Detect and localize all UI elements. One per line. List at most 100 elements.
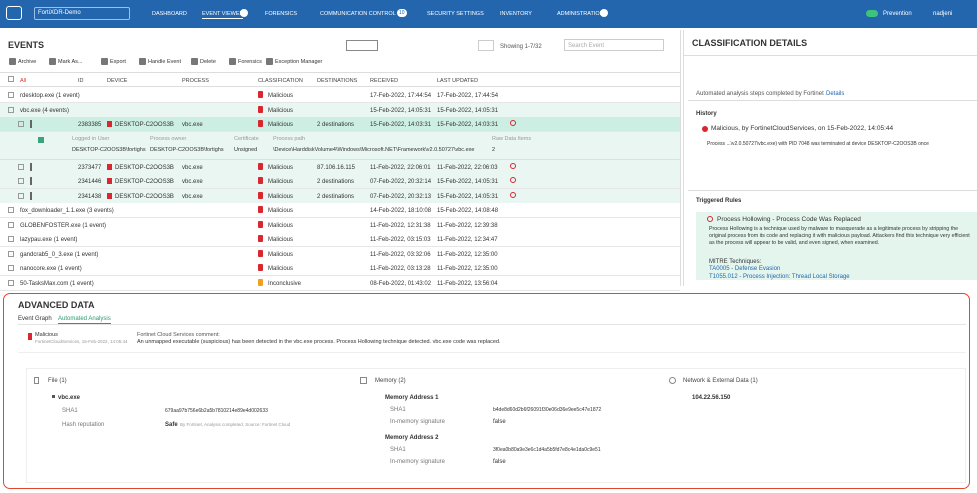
toolbar-button[interactable]: Export xyxy=(110,59,126,65)
detail-label: Process path xyxy=(273,135,306,142)
row-check[interactable] xyxy=(8,92,14,98)
row-check[interactable] xyxy=(8,106,14,113)
column-header[interactable]: CLASSIFICATION xyxy=(258,78,303,84)
column-header[interactable]: LAST UPDATED xyxy=(437,78,479,84)
verdict-icon xyxy=(28,333,32,340)
row-check[interactable] xyxy=(8,250,14,257)
event-row[interactable] xyxy=(0,232,680,247)
row-check[interactable] xyxy=(18,178,24,184)
pager[interactable] xyxy=(478,40,494,51)
sha1-label: SHA1 xyxy=(390,447,406,453)
expand-icon xyxy=(38,136,44,143)
device: DESKTOP-C2OOS3B xyxy=(115,122,174,128)
row-check[interactable] xyxy=(8,207,14,213)
search-box[interactable] xyxy=(564,39,664,51)
divider xyxy=(18,324,966,325)
toolbar-button[interactable]: Mark As... xyxy=(58,59,83,65)
malicious-icon xyxy=(258,105,263,113)
tab[interactable]: Event Graph xyxy=(18,316,52,322)
badge xyxy=(600,9,608,17)
nav-item[interactable]: DASHBOARD xyxy=(152,11,187,17)
toggle[interactable] xyxy=(866,10,878,17)
malicious-icon xyxy=(258,220,263,228)
details-link[interactable]: Details xyxy=(826,91,845,97)
received: 07-Feb-2022, 20:32:14 xyxy=(370,179,432,185)
column-header[interactable]: All xyxy=(20,78,27,84)
classification: Malicious xyxy=(268,107,294,114)
detail-value: \Device\HarddiskVolume4\Windows\Microsof… xyxy=(273,146,475,153)
tool-icon xyxy=(266,58,273,65)
toolbar-button[interactable]: Forensics xyxy=(238,59,262,65)
flag xyxy=(30,162,32,171)
malicious-icon xyxy=(258,206,263,213)
toolbar-button[interactable]: Handle Event xyxy=(148,59,182,65)
column-header[interactable]: RECEIVED xyxy=(370,78,399,84)
classification: Inconclusive xyxy=(268,280,302,287)
nav-item[interactable]: EVENT VIEWER xyxy=(202,11,244,19)
rule-box xyxy=(696,212,977,280)
file-title: File (1) xyxy=(48,378,67,384)
detail-value: DESKTOP-C2OOS3B\fortighs xyxy=(150,146,224,153)
last-updated: 11-Feb-2022, 12:35:00 xyxy=(437,266,498,272)
row-check[interactable] xyxy=(8,279,14,286)
event-row[interactable] xyxy=(0,261,680,276)
row-check[interactable] xyxy=(8,236,14,242)
nav-item[interactable]: SECURITY SETTINGS xyxy=(427,11,484,17)
logo xyxy=(6,6,22,20)
classification: Malicious xyxy=(268,179,294,185)
classification: Malicious xyxy=(268,93,294,99)
divider xyxy=(683,55,977,56)
mode[interactable]: Prevention xyxy=(883,11,912,17)
mitre-link[interactable]: T1055.012 - Process Injection: Thread Lo… xyxy=(709,273,850,280)
network-title: Network & External Data (1) xyxy=(683,378,758,384)
mitre-link[interactable]: TA0005 - Defense Evasion xyxy=(709,266,781,272)
toolbar-button[interactable]: Delete xyxy=(200,59,216,65)
rep: Safe xyxy=(165,422,178,428)
last-updated: 15-Feb-2022, 14:05:31 xyxy=(437,179,499,185)
check-all[interactable] xyxy=(8,76,14,82)
row-check[interactable] xyxy=(18,121,24,127)
classification: Malicious xyxy=(268,164,294,171)
sha1-label: SHA1 xyxy=(62,408,78,414)
block-icon xyxy=(510,177,516,183)
card xyxy=(26,368,966,483)
nav-item[interactable]: ADMINISTRATION xyxy=(557,11,604,17)
event-row[interactable] xyxy=(0,275,680,291)
nav-item[interactable]: COMMUNICATION CONTROL xyxy=(320,11,396,17)
column-header[interactable]: ID xyxy=(78,78,84,84)
detail-label: Raw Data Items xyxy=(492,135,532,142)
view-toggle[interactable] xyxy=(346,40,378,51)
user[interactable]: nadjeni xyxy=(933,11,953,17)
inconclusive-icon xyxy=(258,278,263,286)
sig-label: In-memory signature xyxy=(390,419,446,425)
detail-label: Certificate xyxy=(234,135,259,142)
row-check[interactable] xyxy=(8,221,14,228)
toolbar-button[interactable]: Exception Manager xyxy=(275,59,323,65)
showing: Showing 1-7/32 xyxy=(500,44,542,50)
row-check[interactable] xyxy=(8,265,14,271)
toolbar-button[interactable]: Archive xyxy=(18,59,37,65)
received: 08-Feb-2022, 01:43:02 xyxy=(370,280,432,287)
nav-item[interactable]: FORENSICS xyxy=(265,11,298,17)
received: 11-Feb-2022, 12:31:38 xyxy=(370,222,431,229)
detail-value: Unsigned xyxy=(234,146,258,153)
rule-desc: Process Hollowing is a technique used by… xyxy=(709,226,970,247)
brand[interactable]: FortiXDR-Demo xyxy=(38,10,81,16)
event-row[interactable] xyxy=(0,88,680,103)
column-header[interactable]: DEVICE xyxy=(107,78,128,84)
detail-value: DESKTOP-C2OOS3B\fortighs xyxy=(72,146,146,153)
row-check[interactable] xyxy=(18,163,24,170)
group-name: vbc.exe (4 events) xyxy=(20,107,70,114)
verdict-by: FortinetCloudServices, 15-Feb-2022, 14:0… xyxy=(35,339,128,344)
search: Search Event xyxy=(568,43,605,49)
event-row[interactable] xyxy=(0,246,680,262)
divider xyxy=(688,190,977,191)
row-check[interactable] xyxy=(18,192,24,199)
tab-active[interactable]: Automated Analysis xyxy=(58,316,111,324)
event-id: 2373477 xyxy=(78,164,102,171)
nav-item[interactable]: INVENTORY xyxy=(500,11,532,17)
column-header[interactable]: DESTINATIONS xyxy=(317,78,358,84)
column-header[interactable]: PROCESS xyxy=(182,78,209,84)
classification: Malicious xyxy=(268,237,294,243)
event-row[interactable] xyxy=(0,102,680,118)
